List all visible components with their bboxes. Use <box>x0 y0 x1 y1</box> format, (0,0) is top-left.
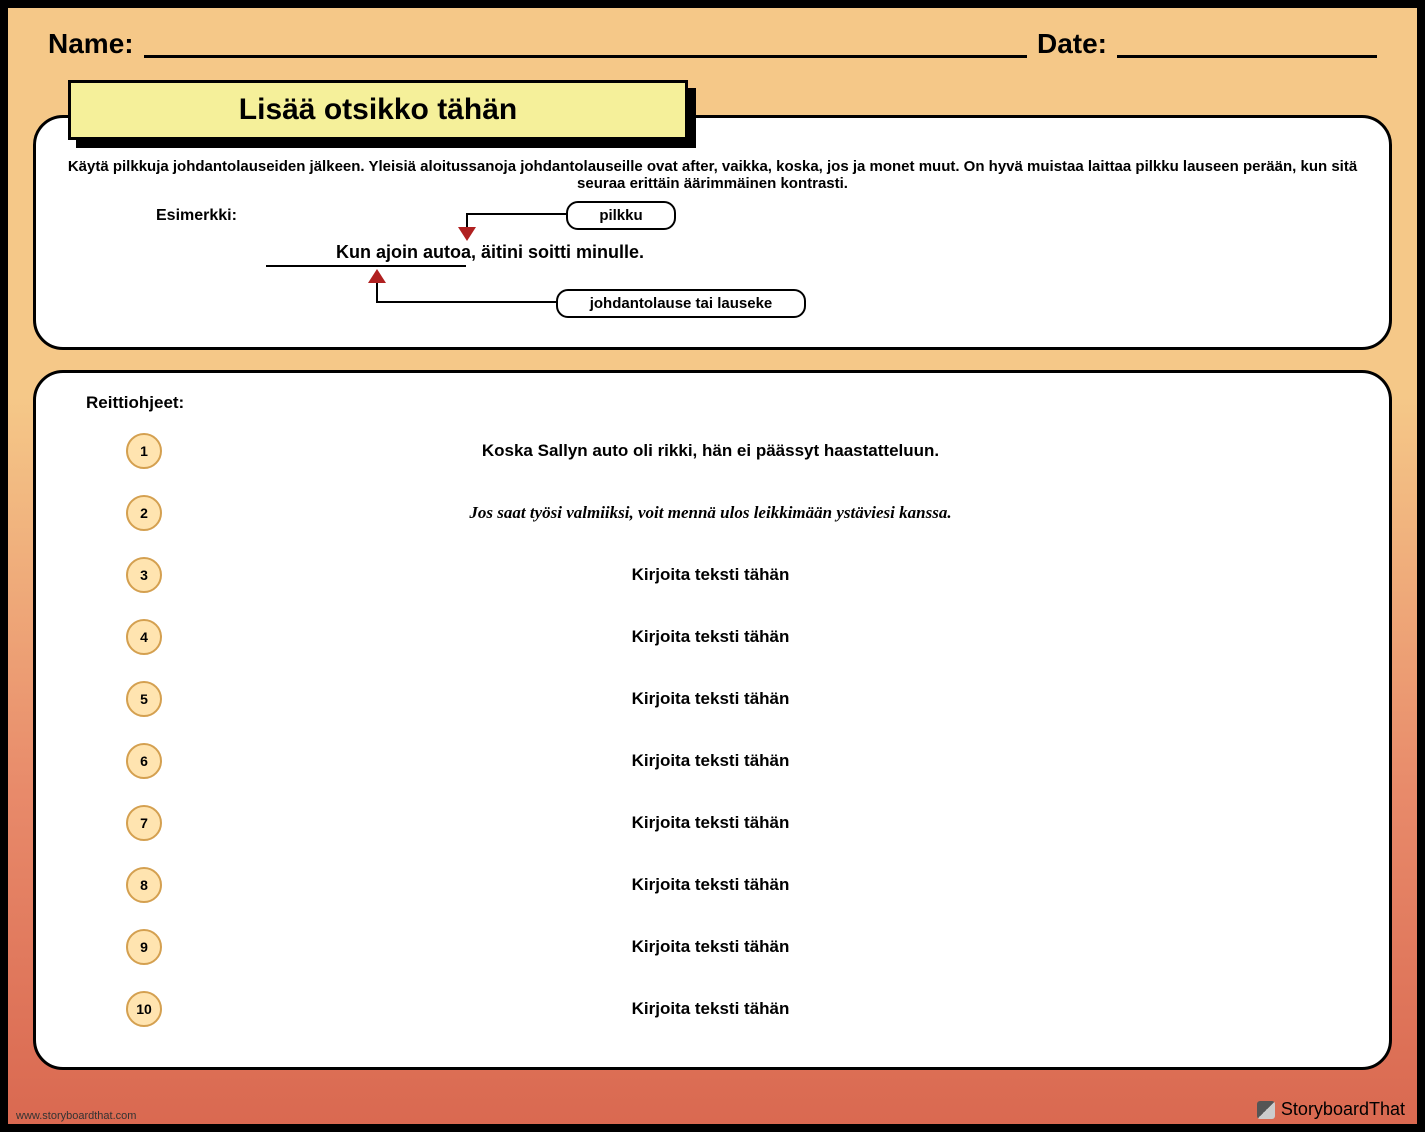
item-number: 9 <box>126 929 162 965</box>
item-number: 2 <box>126 495 162 531</box>
date-input-line[interactable] <box>1117 30 1377 58</box>
items-panel: Reittiohjeet: 1Koska Sallyn auto oli rik… <box>33 370 1392 1070</box>
directions-label: Reittiohjeet: <box>86 393 1359 413</box>
item-number: 10 <box>126 991 162 1027</box>
item-text[interactable]: Kirjoita teksti tähän <box>162 751 1359 771</box>
item-text[interactable]: Kirjoita teksti tähän <box>162 627 1359 647</box>
header-row: Name: Date: <box>8 8 1417 70</box>
connector <box>466 213 566 215</box>
item-text[interactable]: Kirjoita teksti tähän <box>162 999 1359 1019</box>
comma-label-box: pilkku <box>566 201 676 230</box>
item-text[interactable]: Kirjoita teksti tähän <box>162 813 1359 833</box>
example-underline <box>266 265 466 267</box>
name-label: Name: <box>48 28 134 60</box>
list-item: 6Kirjoita teksti tähän <box>66 743 1359 779</box>
list-item: 8Kirjoita teksti tähän <box>66 867 1359 903</box>
list-item: 3Kirjoita teksti tähän <box>66 557 1359 593</box>
item-text[interactable]: Kirjoita teksti tähän <box>162 565 1359 585</box>
item-text[interactable]: Koska Sallyn auto oli rikki, hän ei pääs… <box>162 441 1359 461</box>
item-number: 4 <box>126 619 162 655</box>
footer-url: www.storyboardthat.com <box>16 1110 136 1122</box>
item-number: 1 <box>126 433 162 469</box>
list-item: 1Koska Sallyn auto oli rikki, hän ei pää… <box>66 433 1359 469</box>
name-input-line[interactable] <box>144 30 1027 58</box>
date-label: Date: <box>1037 28 1107 60</box>
item-number: 5 <box>126 681 162 717</box>
item-number: 8 <box>126 867 162 903</box>
brand-text: StoryboardThat <box>1281 1099 1405 1120</box>
item-text[interactable]: Kirjoita teksti tähän <box>162 875 1359 895</box>
items-container: 1Koska Sallyn auto oli rikki, hän ei pää… <box>66 433 1359 1027</box>
storyboard-icon <box>1257 1101 1275 1119</box>
list-item: 9Kirjoita teksti tähän <box>66 929 1359 965</box>
arrow-down-icon <box>458 227 476 241</box>
list-item: 2Jos saat työsi valmiiksi, voit mennä ul… <box>66 495 1359 531</box>
item-number: 6 <box>126 743 162 779</box>
example-area: Esimerkki: Kun ajoin autoa, äitini soitt… <box>56 207 1369 327</box>
footer-brand: StoryboardThat <box>1257 1099 1405 1120</box>
list-item: 5Kirjoita teksti tähän <box>66 681 1359 717</box>
connector <box>376 283 378 303</box>
example-sentence: Kun ajoin autoa, äitini soitti minulle. <box>336 242 644 263</box>
item-number: 7 <box>126 805 162 841</box>
item-text[interactable]: Jos saat työsi valmiiksi, voit mennä ulo… <box>162 503 1359 523</box>
list-item: 7Kirjoita teksti tähän <box>66 805 1359 841</box>
clause-label-box: johdantolause tai lauseke <box>556 289 806 318</box>
list-item: 10Kirjoita teksti tähän <box>66 991 1359 1027</box>
item-text[interactable]: Kirjoita teksti tähän <box>162 937 1359 957</box>
item-number: 3 <box>126 557 162 593</box>
example-label: Esimerkki: <box>156 207 237 225</box>
item-text[interactable]: Kirjoita teksti tähän <box>162 689 1359 709</box>
arrow-up-icon <box>368 269 386 283</box>
instructions-text: Käytä pilkkuja johdantolauseiden jälkeen… <box>56 158 1369 192</box>
list-item: 4Kirjoita teksti tähän <box>66 619 1359 655</box>
connector <box>376 301 556 303</box>
title-box: Lisää otsikko tähän <box>68 80 688 140</box>
title-text[interactable]: Lisää otsikko tähän <box>68 80 688 140</box>
example-panel: Käytä pilkkuja johdantolauseiden jälkeen… <box>33 115 1392 350</box>
